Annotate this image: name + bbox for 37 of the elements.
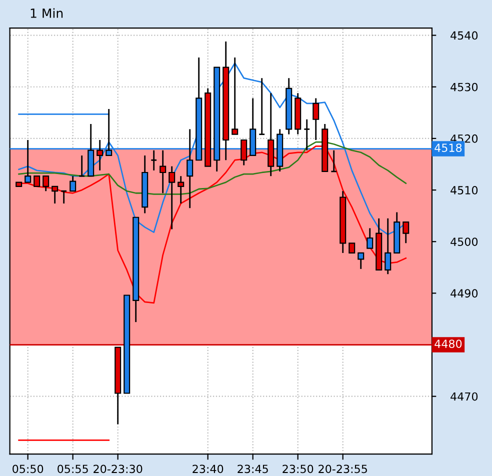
- candlestick: [78, 154, 86, 177]
- candlestick: [366, 228, 374, 250]
- candlestick: [96, 139, 104, 172]
- candlestick: [348, 242, 356, 254]
- candlestick: [258, 77, 266, 136]
- ref-line-label: 4518: [434, 144, 462, 152]
- line-series: [18, 141, 407, 195]
- y-tick-label: 4540: [450, 31, 478, 40]
- x-tick-label: 23:50: [282, 464, 314, 474]
- candlestick: [34, 176, 40, 187]
- candlestick: [303, 118, 310, 152]
- x-tick-label: 23:40: [192, 464, 224, 474]
- candlestick: [168, 166, 176, 230]
- candlestick: [178, 175, 184, 204]
- candlestick: [42, 175, 50, 192]
- y-tick-label: 4530: [450, 82, 478, 92]
- y-tick-label: 4510: [450, 186, 478, 194]
- candlestick: [232, 56, 238, 136]
- x-tick-label: 23:45: [238, 464, 268, 474]
- y-tick-label: 4500: [450, 238, 478, 246]
- y-tick-label: 4490: [450, 289, 478, 298]
- x-tick-label: 20-23:55: [318, 464, 367, 474]
- ref-line-label: 4480: [434, 340, 462, 348]
- y-tick-label: 4470: [450, 392, 478, 401]
- x-tick-label: 05:50: [12, 464, 44, 474]
- candlestick: [312, 98, 320, 141]
- candlestick: [150, 150, 158, 172]
- candlestick: [402, 221, 410, 244]
- candlestick: [240, 139, 248, 166]
- candlestick: [60, 190, 68, 204]
- x-tick-label: 05:55: [58, 464, 88, 474]
- candlestick: [160, 150, 166, 194]
- candlestick: [358, 252, 364, 270]
- candlestick: [52, 186, 58, 204]
- chart-title: 1 Min: [30, 8, 63, 18]
- x-tick-label: 20-23:30: [94, 464, 142, 474]
- candlestick: [70, 175, 76, 192]
